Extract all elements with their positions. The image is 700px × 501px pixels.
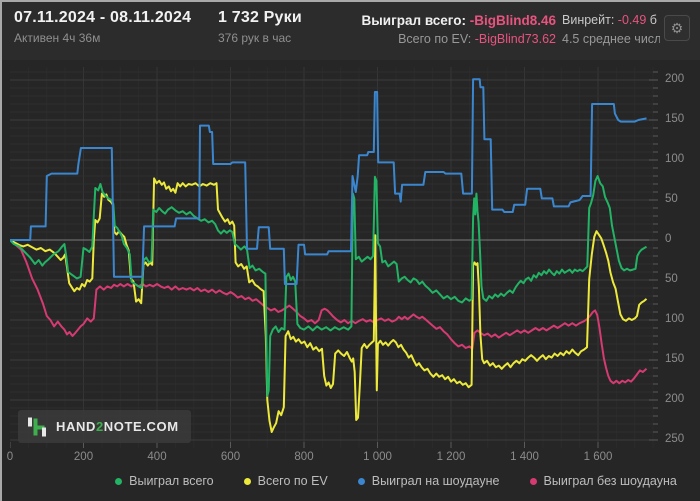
legend-item-выиграл-всего[interactable]: Выиграл всего xyxy=(115,474,214,488)
x-tick-label: 200 xyxy=(73,451,94,463)
legend-dot-icon xyxy=(115,477,123,485)
legend-label: Всего по EV xyxy=(257,474,328,488)
x-tick-label: 1 400 xyxy=(510,451,539,463)
hands-block: 1 732 Руки 376 рук в час xyxy=(218,9,302,45)
date-range: 07.11.2024 - 08.11.2024 xyxy=(14,9,192,26)
gear-icon: ⚙ xyxy=(670,19,684,36)
won-total-line: Выиграл всего: -BigBlind8.46 xyxy=(332,11,556,30)
winrate-label: Винрейт: xyxy=(562,13,618,27)
legend-dot-icon xyxy=(357,477,365,485)
winrate-value: -0.49 xyxy=(617,13,647,27)
hand2note-logo: HAND2NOTE.COM xyxy=(18,410,191,443)
winnings-graph xyxy=(10,67,658,448)
legend-item-выиграл-на-шоудауне[interactable]: Выиграл на шоудауне xyxy=(357,474,500,488)
x-tick-label: 600 xyxy=(220,451,241,463)
y-tick-label: 50 xyxy=(665,273,678,285)
series-line-выиграл-на-шоудауне xyxy=(10,78,647,285)
legend-label: Выиграл на шоудауне xyxy=(371,474,500,488)
x-tick-label: 1 000 xyxy=(363,451,392,463)
ev-total-label: Всего по EV: xyxy=(398,32,475,46)
winrate-suffix: б xyxy=(646,13,657,27)
legend-label: Выиграл всего xyxy=(129,474,214,488)
x-tick-label: 400 xyxy=(147,451,167,463)
y-tick-label: 50 xyxy=(665,193,678,205)
settings-button[interactable]: ⚙ xyxy=(664,15,690,41)
x-tick-label: 1 600 xyxy=(583,451,613,463)
winnings-block: Выиграл всего: -BigBlind8.46 Всего по EV… xyxy=(332,11,556,49)
y-tick-label: 100 xyxy=(665,313,685,325)
y-tick-label: 150 xyxy=(665,353,685,365)
y-tick-label: 200 xyxy=(665,73,685,85)
won-total-value: -BigBlind8.46 xyxy=(469,13,556,28)
y-tick-label: 150 xyxy=(665,113,685,125)
active-time: Активен 4ч 36м xyxy=(14,31,101,45)
ev-total-line: Всего по EV: -BigBlind73.62 xyxy=(332,30,556,49)
legend-item-всего-по-ev[interactable]: Всего по EV xyxy=(243,474,328,488)
y-tick-label: 0 xyxy=(665,233,672,245)
chart-legend: Выиграл всего Всего по EV Выиграл на шоуда… xyxy=(2,474,700,488)
y-tick-label: 100 xyxy=(665,153,685,165)
winrate-line: Винрейт: -0.49 б xyxy=(562,11,660,30)
x-tick-label: 0 xyxy=(6,451,14,463)
hands-per-hour: 376 рук в час xyxy=(218,31,292,45)
ev-total-value: -BigBlind73.62 xyxy=(474,32,556,46)
legend-dot-icon xyxy=(243,477,251,485)
x-tick-label: 800 xyxy=(294,451,314,463)
series-line-выиграл-без-шоудауна xyxy=(10,239,648,385)
legend-label: Выиграл без шоудауна xyxy=(543,474,677,488)
y-tick-label: 250 xyxy=(665,433,685,445)
hands-count: 1 732 Руки xyxy=(218,9,302,26)
series-line-выиграл-всего xyxy=(10,175,647,397)
session-period-block: 07.11.2024 - 08.11.2024 Активен 4ч 36м xyxy=(14,9,191,45)
winrate-block: Винрейт: -0.49 б 4.5 среднее числ xyxy=(562,11,660,49)
x-tick-label: 1 200 xyxy=(436,451,466,463)
y-tick-label: 200 xyxy=(665,393,685,405)
won-total-label: Выиграл всего: xyxy=(361,13,470,28)
hand2note-logo-text: HAND2NOTE.COM xyxy=(56,419,179,434)
legend-dot-icon xyxy=(529,477,537,485)
hand2note-logo-icon xyxy=(28,417,46,436)
stats-header: 07.11.2024 - 08.11.2024 Активен 4ч 36м 1… xyxy=(2,2,700,60)
series-line-всего-по-ev xyxy=(10,177,648,433)
avg-text: 4.5 среднее числ xyxy=(562,32,660,46)
legend-item-выиграл-без-шоудауна[interactable]: Выиграл без шоудауна xyxy=(529,474,677,488)
